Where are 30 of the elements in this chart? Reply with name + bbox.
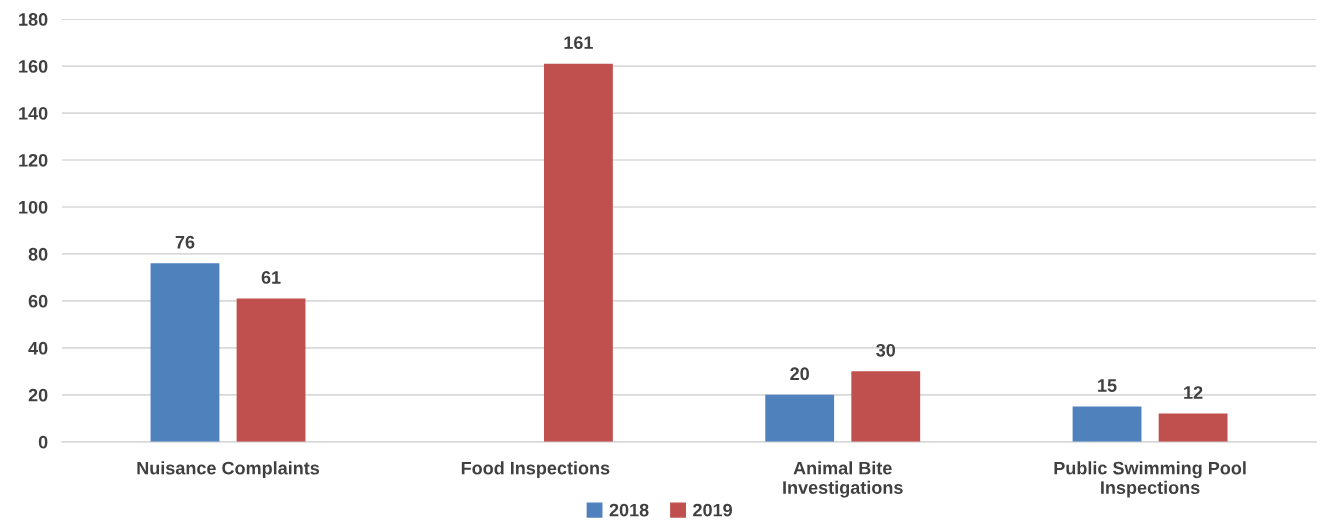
y-tick-label: 20 — [28, 388, 48, 402]
y-tick-label: 120 — [19, 153, 48, 167]
x-tick-label: Public Swimming Pool Inspections — [1054, 461, 1246, 498]
bar — [765, 394, 835, 442]
y-tick-label: 0 — [38, 435, 48, 449]
data-label: 161 — [564, 36, 593, 50]
x-tick-label: Animal Bite Investigations — [783, 461, 903, 498]
data-label: 15 — [1098, 379, 1117, 392]
y-tick-label: 60 — [28, 294, 48, 308]
y-tick-label: 180 — [19, 13, 48, 26]
bar — [543, 63, 613, 442]
y-tick-label: 100 — [19, 200, 48, 214]
bar — [150, 263, 220, 442]
y-tick-label: 160 — [19, 60, 48, 73]
legend-label: 2019 — [693, 503, 732, 517]
bar — [1072, 406, 1142, 442]
bar — [236, 298, 306, 442]
data-label: 76 — [175, 235, 195, 249]
x-tick-label: Food Inspections — [461, 461, 610, 479]
data-label: 61 — [261, 271, 281, 284]
bar — [851, 371, 921, 442]
y-tick-label: 140 — [19, 106, 48, 120]
data-label: 12 — [1184, 386, 1203, 399]
bar — [1158, 413, 1228, 442]
data-label: 30 — [876, 343, 896, 357]
data-label: 20 — [790, 367, 809, 381]
y-tick-label: 80 — [28, 247, 48, 261]
y-tick-label: 40 — [28, 341, 48, 355]
legend-label: 2018 — [609, 503, 649, 517]
x-tick-label: Nuisance Complaints — [137, 461, 320, 479]
